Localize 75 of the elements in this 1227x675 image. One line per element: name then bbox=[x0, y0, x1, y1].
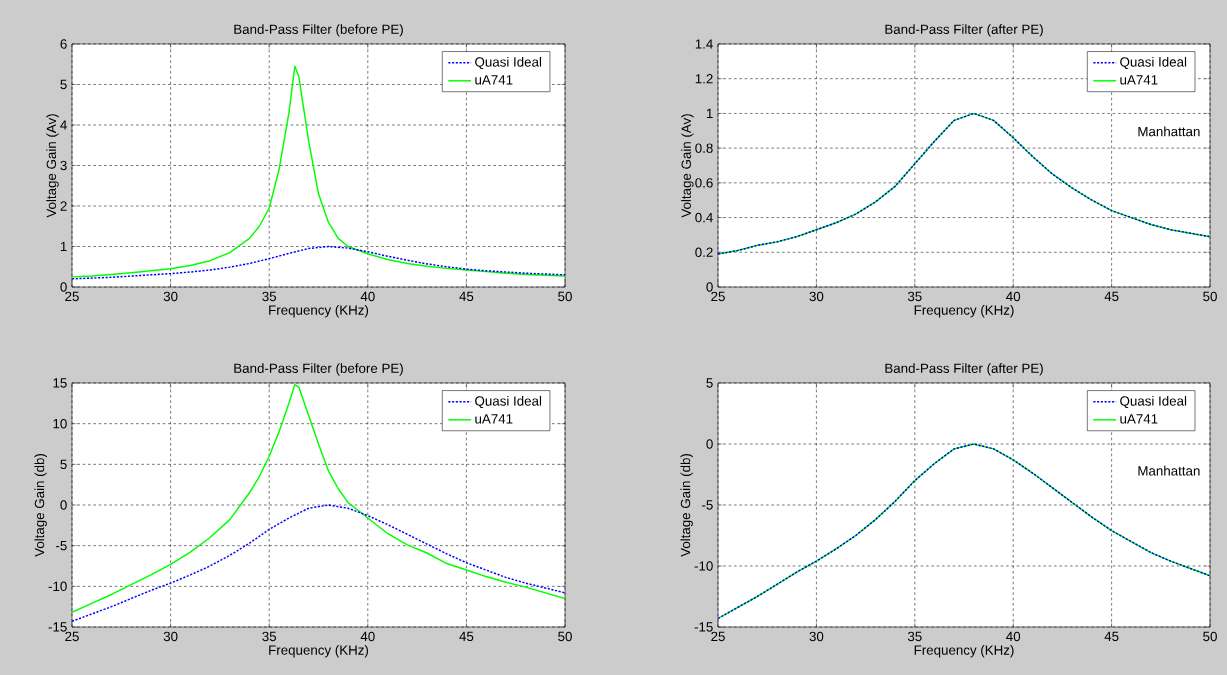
line-series bbox=[718, 443, 1211, 620]
legend-label: Quasi Ideal bbox=[475, 395, 542, 409]
y-tick-label: 10 bbox=[53, 418, 67, 429]
y-tick-label: 5 bbox=[60, 459, 67, 469]
y-tick-label: -5 bbox=[702, 500, 713, 510]
x-axis-title: Frequency (KHz) bbox=[269, 644, 369, 658]
y-tick-label: 5 bbox=[60, 79, 67, 90]
chart-title: Band-Pass Filter (before PE) bbox=[234, 363, 403, 376]
x-tick-label: 30 bbox=[809, 631, 824, 642]
y-tick-label: 0 bbox=[60, 282, 67, 292]
y-tick-label: -10 bbox=[694, 561, 713, 571]
y-tick-label: -10 bbox=[48, 581, 67, 592]
annotation: Manhattan bbox=[1138, 126, 1200, 137]
y-tick-label: 3 bbox=[60, 160, 67, 171]
legend-label: uA741 bbox=[475, 75, 513, 85]
y-axis-title: Voltage Gain (Av) bbox=[681, 114, 694, 218]
chart-title: Band-Pass Filter (after PE) bbox=[885, 363, 1043, 376]
annotation: Manhattan bbox=[1138, 465, 1200, 476]
x-tick-label: 25 bbox=[711, 631, 725, 642]
x-tick-label: 35 bbox=[262, 291, 277, 302]
x-tick-label: 25 bbox=[65, 631, 79, 642]
x-tick-label: 25 bbox=[711, 291, 725, 302]
x-tick-label: 30 bbox=[163, 291, 178, 302]
y-tick-label: 15 bbox=[53, 378, 67, 388]
y-tick-label: 4 bbox=[60, 120, 67, 130]
y-tick-label: 0 bbox=[60, 500, 67, 510]
x-tick-label: 50 bbox=[558, 631, 572, 642]
y-tick-label: 1.2 bbox=[695, 74, 713, 84]
y-tick-label: 0 bbox=[706, 439, 713, 449]
y-axis-title: Voltage Gain (Av) bbox=[46, 114, 59, 218]
y-tick-label: -15 bbox=[694, 622, 713, 632]
x-tick-label: 50 bbox=[1203, 291, 1217, 302]
y-axis-title: Voltage Gain (db) bbox=[680, 453, 693, 557]
y-tick-label: 0.4 bbox=[695, 212, 713, 223]
x-tick-label: 25 bbox=[65, 291, 79, 302]
x-tick-label: 40 bbox=[1006, 631, 1021, 642]
y-tick-label: 1 bbox=[706, 108, 713, 119]
x-tick-label: 45 bbox=[459, 631, 474, 642]
legend-label: Quasi Ideal bbox=[475, 56, 542, 70]
x-tick-label: 35 bbox=[907, 631, 922, 642]
y-tick-label: -15 bbox=[48, 622, 67, 632]
x-tick-label: 45 bbox=[1104, 291, 1119, 301]
chart-title: Band-Pass Filter (after PE) bbox=[885, 24, 1043, 37]
y-tick-label: 1.4 bbox=[695, 39, 713, 49]
x-axis-title: Frequency (KHz) bbox=[269, 304, 369, 318]
y-tick-label: 0.2 bbox=[695, 247, 713, 257]
legend-label: uA741 bbox=[1120, 414, 1158, 424]
y-tick-label: -5 bbox=[56, 541, 67, 551]
x-tick-label: 40 bbox=[360, 291, 375, 302]
x-tick-label: 40 bbox=[360, 631, 375, 642]
x-tick-label: 35 bbox=[262, 631, 277, 642]
x-tick-label: 50 bbox=[1203, 631, 1217, 642]
y-tick-label: 6 bbox=[60, 39, 67, 49]
chart-title: Band-Pass Filter (before PE) bbox=[234, 24, 403, 37]
y-tick-label: 0.8 bbox=[695, 143, 713, 153]
x-axis-title: Frequency (KHz) bbox=[914, 644, 1014, 658]
x-tick-label: 35 bbox=[907, 291, 922, 302]
y-axis-title: Voltage Gain (db) bbox=[34, 453, 47, 557]
legend-label: uA741 bbox=[1120, 75, 1158, 85]
y-tick-label: 0 bbox=[706, 282, 713, 292]
line-series bbox=[718, 112, 1211, 255]
y-tick-label: 0.6 bbox=[695, 178, 713, 188]
y-tick-label: 1 bbox=[60, 241, 67, 252]
x-tick-label: 50 bbox=[558, 291, 572, 302]
legend-label: Quasi Ideal bbox=[1120, 56, 1187, 70]
x-tick-label: 30 bbox=[163, 631, 178, 642]
legend-label: uA741 bbox=[475, 414, 513, 424]
y-tick-label: 5 bbox=[706, 378, 713, 388]
x-axis-title: Frequency (KHz) bbox=[914, 304, 1014, 318]
x-tick-label: 45 bbox=[1104, 631, 1119, 642]
y-tick-label: 2 bbox=[60, 201, 67, 211]
legend-label: Quasi Ideal bbox=[1120, 395, 1187, 409]
x-tick-label: 40 bbox=[1006, 291, 1021, 302]
x-tick-label: 30 bbox=[809, 291, 824, 302]
x-tick-label: 45 bbox=[459, 291, 474, 301]
